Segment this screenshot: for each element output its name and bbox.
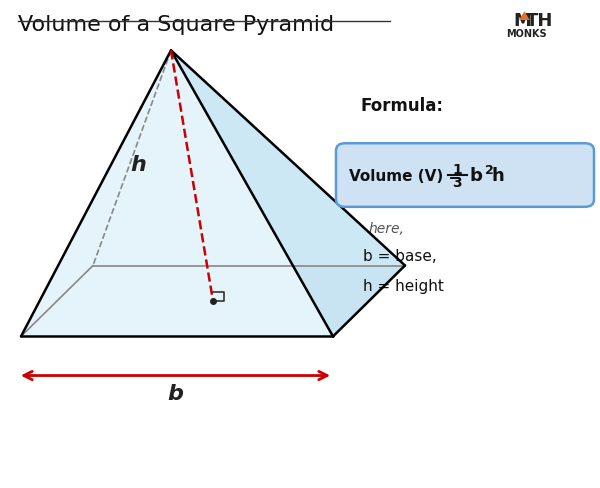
Text: b: b bbox=[469, 167, 482, 184]
Polygon shape bbox=[21, 51, 333, 337]
Polygon shape bbox=[21, 51, 171, 337]
Text: M: M bbox=[513, 12, 531, 30]
Polygon shape bbox=[519, 12, 530, 21]
Text: h: h bbox=[130, 155, 146, 175]
Text: TH: TH bbox=[526, 12, 554, 30]
Text: 3: 3 bbox=[452, 176, 462, 189]
Text: Formula:: Formula: bbox=[360, 97, 443, 115]
Text: b = base,: b = base, bbox=[363, 249, 437, 264]
Polygon shape bbox=[21, 266, 405, 337]
Text: 2: 2 bbox=[485, 163, 494, 176]
Text: b: b bbox=[167, 383, 184, 403]
Text: MONKS: MONKS bbox=[506, 29, 547, 39]
Polygon shape bbox=[171, 51, 405, 337]
FancyBboxPatch shape bbox=[336, 144, 594, 207]
Text: Volume of a Square Pyramid: Volume of a Square Pyramid bbox=[18, 15, 334, 35]
Text: h: h bbox=[492, 167, 505, 184]
Text: 1: 1 bbox=[452, 163, 462, 176]
Text: Volume (V) =: Volume (V) = bbox=[349, 168, 467, 183]
Text: here,: here, bbox=[369, 222, 405, 236]
Polygon shape bbox=[93, 51, 405, 266]
Text: h = height: h = height bbox=[363, 278, 444, 293]
